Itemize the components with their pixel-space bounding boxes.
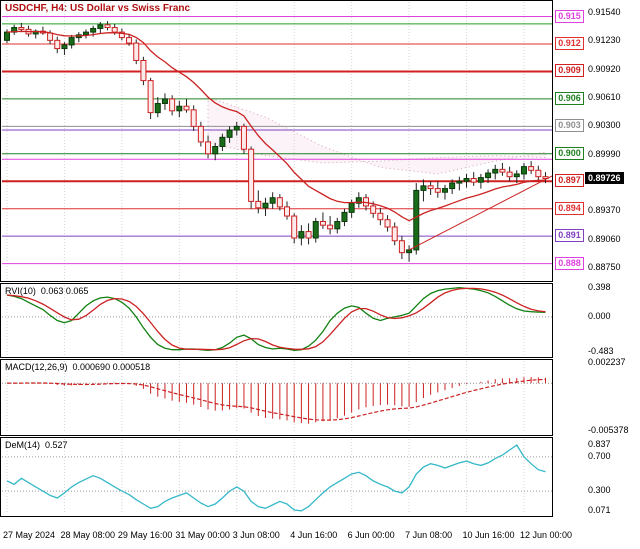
price-scale-label: 0.90610 <box>588 91 621 102</box>
time-axis-label: 10 Jun 16:00 <box>462 530 515 540</box>
time-axis-label: 28 May 08:00 <box>60 530 115 540</box>
price-scale-label: 0.90300 <box>588 120 621 131</box>
level-price-box: 0.894 <box>555 201 584 215</box>
time-axis-label: 12 Jun 00:00 <box>519 530 572 540</box>
time-axis-label: 27 May 2024 <box>3 530 56 540</box>
current-price-box: 0.89726 <box>585 171 624 184</box>
macd-scale-label: -0.005378 <box>588 425 629 436</box>
dem-chart <box>2 439 552 514</box>
time-axis-label: 6 Jun 00:00 <box>347 530 395 540</box>
rvi-scale-label: -0.483 <box>588 346 614 357</box>
time-axis-label: 4 Jun 16:00 <box>290 530 338 540</box>
level-price-box: 0.903 <box>555 119 584 133</box>
macd-current-values: 0.000690 0.000518 <box>72 362 151 372</box>
price-chart-panel[interactable]: USDCHF, H4: US Dollar vs Swiss Franc <box>0 0 553 282</box>
price-scale-label: 0.89370 <box>588 205 621 216</box>
rvi-scale-label: 0.000 <box>588 310 611 321</box>
dem-indicator-panel[interactable]: DeM(14) 0.527 <box>0 437 553 517</box>
macd-indicator-panel[interactable]: MACD(12,26,9) 0.000690 0.000518 <box>0 359 553 436</box>
rvi-name: RVI(10) <box>5 286 36 296</box>
dem-scale-label: 0.300 <box>588 485 611 496</box>
dem-current-value: 0.527 <box>45 440 68 450</box>
price-scale-label: 0.89060 <box>588 233 621 244</box>
dem-scale-label: 0.837 <box>588 439 611 450</box>
price-scale-label: 0.90920 <box>588 63 621 74</box>
rvi-current-values: 0.063 0.065 <box>40 286 89 296</box>
chart-symbol-title: USDCHF, H4: US Dollar vs Swiss Franc <box>5 3 191 14</box>
macd-chart <box>2 361 552 433</box>
dem-name: DeM(14) <box>5 440 41 450</box>
time-axis-label: 31 May 00:00 <box>175 530 230 540</box>
level-price-box: 0.897 <box>555 174 584 188</box>
level-price-box: 0.900 <box>555 146 584 160</box>
price-scale-label: 0.88750 <box>588 262 621 273</box>
price-scale-label: 0.91230 <box>588 35 621 46</box>
dem-indicator-label: DeM(14) 0.527 <box>5 440 68 450</box>
time-axis-label: 3 Jun 08:00 <box>232 530 280 540</box>
rvi-scale-label: 0.398 <box>588 281 611 292</box>
price-scale-label: 0.91540 <box>588 6 621 17</box>
candlestick-chart <box>2 2 552 279</box>
level-price-box: 0.906 <box>555 91 584 105</box>
price-scale-label: 0.89990 <box>588 148 621 159</box>
level-price-box: 0.912 <box>555 37 584 50</box>
level-price-box: 0.909 <box>555 64 584 78</box>
dem-scale-label: 0.700 <box>588 450 611 461</box>
time-axis-label: 7 Jun 08:00 <box>405 530 453 540</box>
level-price-box: 0.891 <box>555 229 584 243</box>
macd-name: MACD(12,26,9) <box>5 362 68 372</box>
rvi-chart <box>2 285 552 355</box>
macd-scale-label: 0.002237 <box>588 357 626 368</box>
time-axis-label: 29 May 16:00 <box>117 530 173 540</box>
rvi-indicator-label: RVI(10) 0.063 0.065 <box>5 286 88 296</box>
rvi-indicator-panel[interactable]: RVI(10) 0.063 0.065 <box>0 283 553 358</box>
dem-scale-label: 0.071 <box>588 504 611 515</box>
level-price-box: 0.915 <box>555 9 584 23</box>
level-price-box: 0.888 <box>555 256 584 270</box>
macd-indicator-label: MACD(12,26,9) 0.000690 0.000518 <box>5 362 150 372</box>
